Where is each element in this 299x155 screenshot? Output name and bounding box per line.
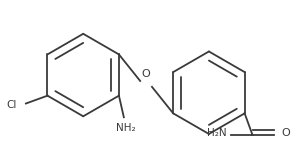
- Text: Cl: Cl: [7, 100, 17, 109]
- Text: O: O: [142, 69, 150, 79]
- Text: NH₂: NH₂: [116, 123, 136, 133]
- Text: O: O: [281, 128, 290, 138]
- Text: H₂N: H₂N: [207, 128, 227, 138]
